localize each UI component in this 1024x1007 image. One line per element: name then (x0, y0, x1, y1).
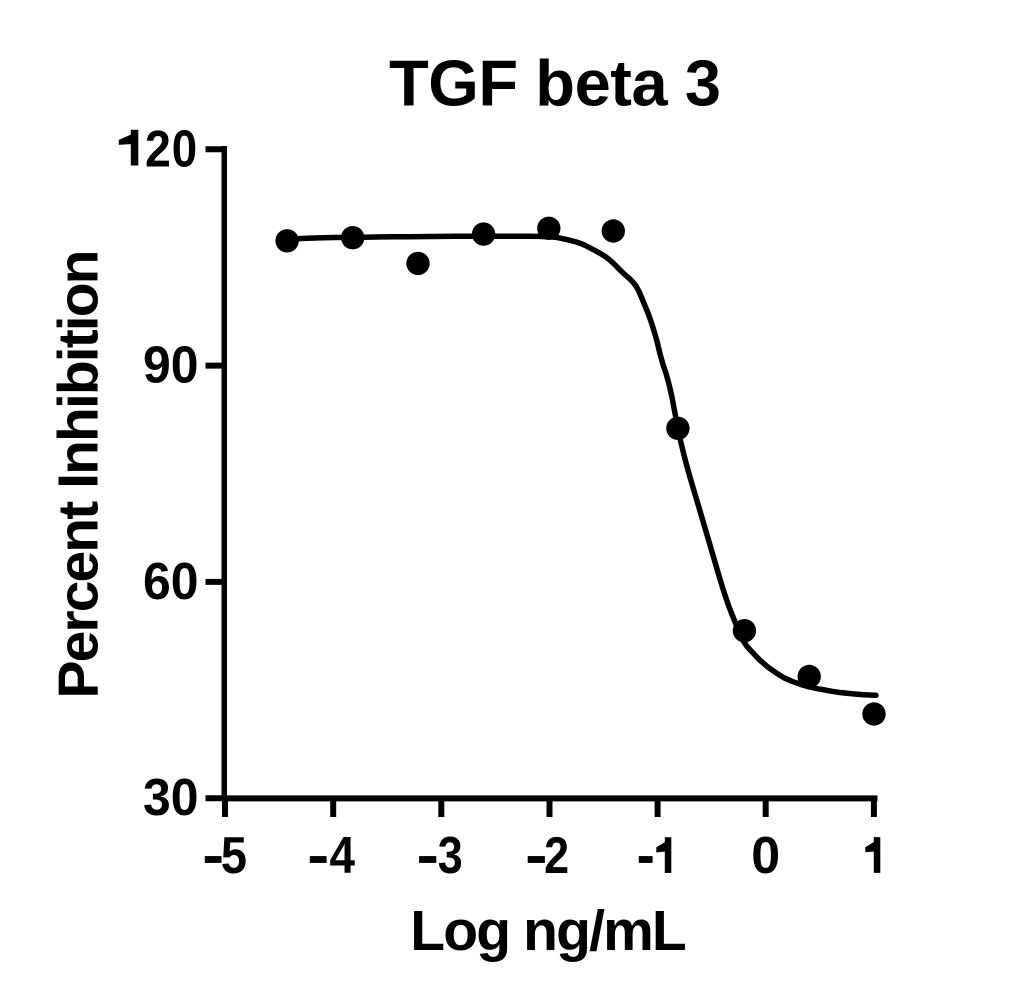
svg-text:60: 60 (143, 553, 199, 611)
svg-text:0: 0 (751, 827, 780, 885)
svg-text:3: 3 (438, 827, 463, 885)
svg-text:0: 0 (172, 120, 197, 178)
svg-text:5: 5 (221, 827, 247, 885)
svg-text:30: 30 (143, 769, 199, 827)
svg-text:2: 2 (544, 827, 569, 885)
svg-text:TGF beta 3: TGF beta 3 (389, 47, 721, 120)
svg-text:2: 2 (145, 120, 171, 178)
svg-text:Log ng/mL: Log ng/mL (410, 899, 687, 963)
svg-text:Percent Inhibition: Percent Inhibition (46, 250, 110, 699)
svg-text:4: 4 (330, 827, 356, 885)
svg-text:90: 90 (143, 337, 199, 395)
